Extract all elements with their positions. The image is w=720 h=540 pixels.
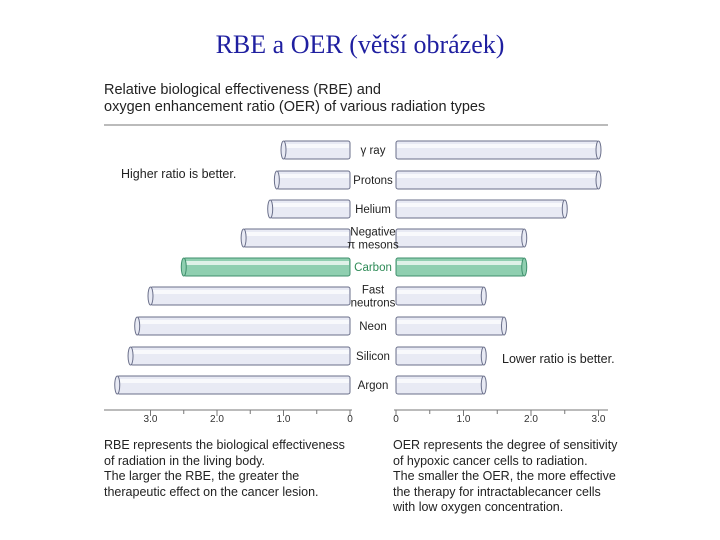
oer-description-line: with low oxygen concentration.	[393, 500, 564, 514]
category-label: Silicon	[356, 351, 390, 363]
category-label: π mesons	[347, 240, 399, 252]
category-label: neutrons	[351, 298, 396, 310]
category-label: Fast	[362, 285, 385, 297]
oer-bar-shine	[397, 232, 524, 236]
oer-bar	[395, 286, 485, 306]
rbe-bar-shine	[151, 290, 349, 294]
rbe-bar	[130, 346, 351, 366]
rbe-bar-cap	[114, 375, 121, 395]
category-label: γ ray	[361, 145, 386, 157]
category-label: Argon	[358, 380, 389, 392]
rbe-bar-shine	[138, 320, 349, 324]
rbe-bar	[269, 199, 351, 219]
rbe-bar	[183, 257, 351, 277]
category-label: Protons	[353, 175, 393, 187]
rbe-description-line: RBE represents the biological effectiven…	[104, 438, 345, 452]
right-axis-tick-label: 3.0	[592, 414, 606, 425]
oer-bar-cap	[501, 316, 507, 336]
oer-bar	[395, 170, 599, 190]
left-axis-tick-label: 1.0	[277, 414, 291, 425]
right-axis-tick-label: 1.0	[457, 414, 471, 425]
oer-bar-shine	[397, 144, 598, 148]
oer-bar-shine	[397, 174, 598, 178]
rbe-bar-cap	[180, 257, 187, 277]
left-axis-tick-label: 2.0	[210, 414, 224, 425]
oer-bar	[395, 375, 485, 395]
rbe-bar	[276, 170, 351, 190]
oer-bar-cap	[480, 375, 487, 395]
rbe-bar	[116, 375, 351, 395]
oer-bar	[395, 199, 566, 219]
oer-description-line: OER represents the degree of sensitivity	[393, 438, 618, 452]
rbe-bar-cap	[267, 199, 274, 219]
oer-bar-cap	[521, 257, 528, 277]
rbe-description-line: The larger the RBE, the greater the	[104, 469, 300, 483]
rbe-bar-cap	[127, 346, 134, 366]
rbe-bar-cap	[147, 286, 154, 306]
rbe-bar-shine	[184, 261, 349, 265]
rbe-bar-shine	[244, 232, 349, 236]
right-axis-tick-label: 2.0	[524, 414, 538, 425]
rbe-bar-shine	[284, 144, 349, 148]
oer-bar-shine	[397, 320, 503, 324]
rbe-bar-shine	[277, 174, 349, 178]
oer-description-line: of hypoxic cancer cells to radiation.	[393, 453, 588, 468]
left-annotation: Higher ratio is better.	[121, 167, 237, 181]
oer-bar-cap	[521, 228, 528, 248]
oer-bar-shine	[397, 379, 483, 383]
rbe-description-line: therapeutic effect on the cancer lesion.	[104, 484, 319, 499]
left-axis-tick-label: 3.0	[144, 414, 158, 425]
oer-description: OER represents the degree of sensitivity…	[393, 438, 617, 516]
oer-bar	[395, 346, 485, 366]
chart-title-line: oxygen enhancement ratio (OER) of variou…	[104, 99, 486, 115]
category-label: Negative	[350, 227, 395, 239]
oer-bar-shine	[397, 203, 564, 207]
oer-description-line: the therapy for intractablecancer cells	[393, 484, 601, 499]
oer-bar	[395, 228, 525, 248]
rbe-bar	[150, 286, 351, 306]
oer-bar-cap	[595, 140, 602, 160]
rbe-bar	[243, 228, 351, 248]
chart-title: Relative biological effectiveness (RBE) …	[104, 82, 564, 116]
rbe-bar	[136, 316, 351, 336]
rbe-bar-cap	[273, 170, 280, 190]
oer-bar-cap	[480, 286, 487, 306]
chart-title-line: Relative biological effectiveness (RBE) …	[104, 82, 381, 98]
oer-bar	[395, 257, 525, 277]
rbe-bar	[283, 140, 351, 160]
category-label: Helium	[355, 204, 391, 216]
oer-bar	[395, 316, 505, 336]
oer-bar-shine	[397, 261, 524, 265]
slide-title: RBE a OER (větší obrázek)	[215, 30, 505, 59]
oer-bar-cap	[480, 346, 487, 366]
oer-bar-shine	[397, 290, 483, 294]
category-label: Neon	[359, 321, 387, 333]
oer-bar-cap	[561, 199, 568, 219]
oer-description-line: The smaller the OER, the more effective	[393, 469, 616, 483]
rbe-bar-shine	[271, 203, 349, 207]
rbe-description: RBE represents the biological effectiven…	[104, 438, 345, 500]
rbe-bar-cap	[280, 140, 287, 160]
rbe-bar-cap	[134, 316, 141, 336]
rbe-bar-shine	[118, 379, 349, 383]
rbe-description-line: of radiation in the living body.	[104, 453, 265, 468]
category-label: Carbon	[354, 262, 392, 274]
right-annotation: Lower ratio is better.	[502, 352, 615, 366]
left-axis-tick-label: 0	[347, 414, 353, 425]
oer-bar-cap	[595, 170, 602, 190]
right-axis-tick-label: 0	[393, 414, 399, 425]
rbe-bar-shine	[131, 350, 349, 354]
rbe-bar-cap	[240, 228, 247, 248]
oer-bar	[395, 140, 599, 160]
oer-bar-shine	[397, 350, 483, 354]
